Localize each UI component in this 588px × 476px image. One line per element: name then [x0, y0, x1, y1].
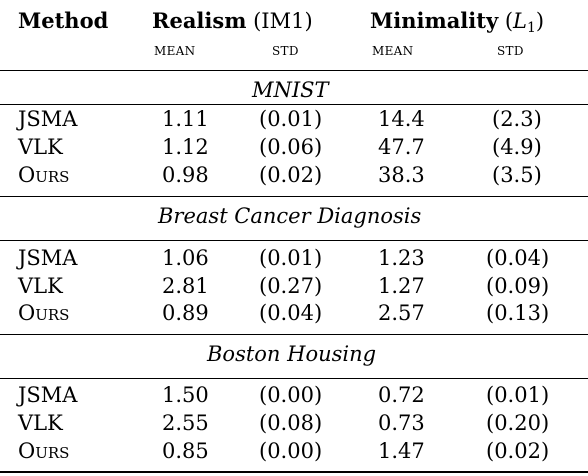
- cell-minimality-mean: 1.47: [378, 439, 425, 463]
- section-title-mnist: MNIST: [252, 78, 329, 102]
- cell-method: VLK: [18, 274, 63, 298]
- header-method: Method: [18, 8, 109, 33]
- cell-realism-mean: 1.12: [162, 135, 209, 159]
- subheader-realism-mean: mean: [154, 40, 196, 60]
- table-row: VLK 2.55 (0.08) 0.73 (0.20): [0, 413, 588, 439]
- cell-realism-std: (0.04): [259, 301, 323, 325]
- cell-realism-std: (0.00): [259, 439, 323, 463]
- cell-minimality-mean: 2.57: [378, 301, 425, 325]
- cell-realism-std: (0.01): [259, 107, 323, 131]
- cell-minimality-std: (0.13): [486, 301, 550, 325]
- table-row: JSMA 1.06 (0.01) 1.23 (0.04): [0, 248, 588, 274]
- table-row: Ours 0.85 (0.00) 1.47 (0.02): [0, 441, 588, 467]
- cell-realism-mean: 1.11: [162, 107, 209, 131]
- cell-minimality-mean: 1.27: [378, 274, 425, 298]
- header-realism-label: Realism: [152, 8, 247, 33]
- cell-realism-std: (0.27): [259, 274, 323, 298]
- cell-method: JSMA: [18, 383, 78, 407]
- section-rule: [0, 104, 588, 105]
- cell-method: VLK: [18, 135, 63, 159]
- subheader-minimality-std: std: [497, 40, 524, 60]
- cell-minimality-std: (0.02): [486, 439, 550, 463]
- cell-minimality-std: (0.09): [486, 274, 550, 298]
- header-realism-metric: (IM1): [253, 9, 313, 33]
- subheader-realism-std: std: [272, 40, 299, 60]
- cell-realism-mean: 0.98: [162, 163, 209, 187]
- cell-minimality-mean: 1.23: [378, 246, 425, 270]
- cell-minimality-std: (0.01): [486, 383, 550, 407]
- cell-realism-std: (0.00): [259, 383, 323, 407]
- cell-minimality-std: (4.9): [492, 135, 542, 159]
- cell-method: Ours: [18, 163, 70, 187]
- subheader-minimality-mean: mean: [372, 40, 414, 60]
- cell-method: Ours: [18, 301, 70, 325]
- table-row: VLK 2.81 (0.27) 1.27 (0.09): [0, 276, 588, 302]
- cell-minimality-std: (0.04): [486, 246, 550, 270]
- table-row: JSMA 1.11 (0.01) 14.4 (2.3): [0, 109, 588, 135]
- cell-realism-std: (0.01): [259, 246, 323, 270]
- section-rule: [0, 378, 588, 379]
- cell-realism-std: (0.08): [259, 411, 323, 435]
- cell-realism-mean: 1.06: [162, 246, 209, 270]
- section-rule: [0, 334, 588, 335]
- section-rule: [0, 240, 588, 241]
- header-minimality: Minimality (L1): [370, 10, 544, 35]
- cell-realism-std: (0.06): [259, 135, 323, 159]
- cell-minimality-std: (3.5): [492, 163, 542, 187]
- table-row: Ours 0.98 (0.02) 38.3 (3.5): [0, 165, 588, 191]
- cell-realism-mean: 2.81: [162, 274, 209, 298]
- cell-minimality-std: (0.20): [486, 411, 550, 435]
- header-minimality-label: Minimality: [370, 8, 499, 33]
- cell-minimality-mean: 38.3: [378, 163, 425, 187]
- cell-method: Ours: [18, 439, 70, 463]
- section-title-breast-cancer: Breast Cancer Diagnosis: [158, 204, 422, 228]
- header-realism: Realism (IM1): [152, 10, 313, 32]
- cell-realism-mean: 1.50: [162, 383, 209, 407]
- cell-minimality-mean: 0.72: [378, 383, 425, 407]
- table-row: JSMA 1.50 (0.00) 0.72 (0.01): [0, 385, 588, 411]
- bottom-rule: [0, 471, 588, 473]
- cell-minimality-mean: 0.73: [378, 411, 425, 435]
- cell-realism-mean: 2.55: [162, 411, 209, 435]
- table-row: VLK 1.12 (0.06) 47.7 (4.9): [0, 137, 588, 163]
- cell-method: JSMA: [18, 246, 78, 270]
- header-minimality-metric: (L1): [504, 9, 545, 36]
- table-row: Ours 0.89 (0.04) 2.57 (0.13): [0, 303, 588, 329]
- cell-realism-std: (0.02): [259, 163, 323, 187]
- cell-realism-mean: 0.89: [162, 301, 209, 325]
- section-title-boston-housing: Boston Housing: [207, 342, 377, 366]
- cell-minimality-mean: 47.7: [378, 135, 425, 159]
- cell-method: VLK: [18, 411, 63, 435]
- section-rule: [0, 196, 588, 197]
- cell-realism-mean: 0.85: [162, 439, 209, 463]
- header-rule: [0, 70, 588, 71]
- cell-minimality-mean: 14.4: [378, 107, 425, 131]
- cell-method: JSMA: [18, 107, 78, 131]
- cell-minimality-std: (2.3): [492, 107, 542, 131]
